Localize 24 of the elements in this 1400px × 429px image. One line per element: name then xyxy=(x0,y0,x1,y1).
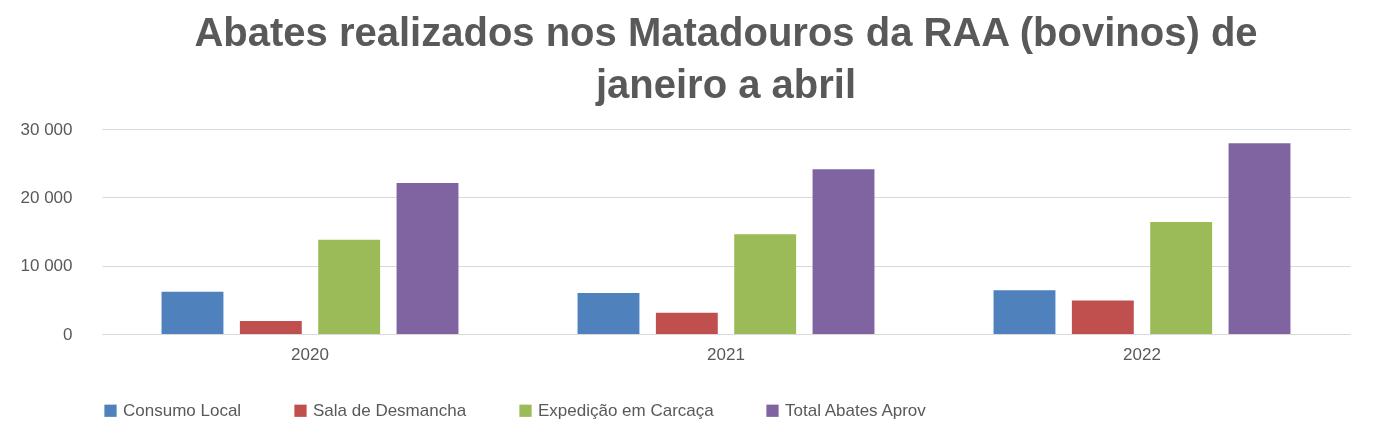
bar xyxy=(1150,221,1213,334)
legend-label: Total Abates Aprov xyxy=(785,400,927,420)
y-tick-label: 0 xyxy=(63,324,73,344)
y-tick-label: 10 000 xyxy=(20,256,73,276)
x-tick-label: 2020 xyxy=(291,344,329,364)
bar xyxy=(396,182,459,334)
bar xyxy=(239,321,302,334)
legend-label: Expedição em Carcaça xyxy=(538,400,715,420)
bar xyxy=(318,239,381,334)
bar xyxy=(655,312,718,334)
bar xyxy=(161,291,224,334)
bar xyxy=(812,169,875,334)
legend-label: Sala de Desmancha xyxy=(313,400,467,420)
chart-title: Abates realizados nos Matadouros da RAA (bovinos) de janeiro a abril xyxy=(194,10,1258,106)
x-tick-label: 2022 xyxy=(1123,344,1161,364)
bar xyxy=(1071,300,1134,334)
y-tick-label: 20 000 xyxy=(20,187,73,207)
x-tick-label: 2021 xyxy=(707,344,745,364)
y-tick-label: 30 000 xyxy=(20,119,73,139)
bar xyxy=(734,234,797,334)
bar xyxy=(993,290,1056,334)
legend-label: Consumo Local xyxy=(123,400,242,420)
bar xyxy=(577,293,640,334)
bar xyxy=(1228,143,1291,334)
